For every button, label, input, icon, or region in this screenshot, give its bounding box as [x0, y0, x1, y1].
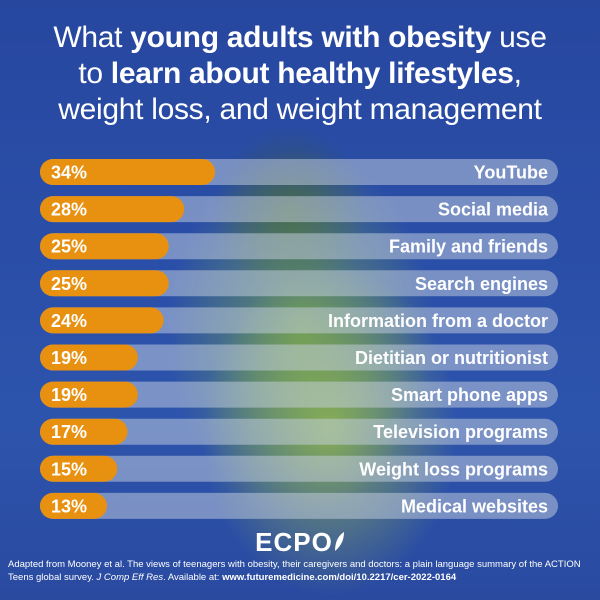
bar-track [40, 455, 558, 482]
source-text: . Available at: [163, 572, 223, 583]
title-line-3: weight loss, and weight management [58, 93, 542, 126]
bar [40, 159, 216, 185]
value-label: 28% [51, 200, 87, 220]
category-label: Television programs [373, 422, 548, 442]
bar [40, 381, 138, 408]
bar-track [40, 344, 558, 371]
bar [40, 270, 169, 297]
value-label: 13% [51, 496, 87, 516]
bar-row: 19% Dietitian or nutritionist [40, 344, 558, 371]
source-journal: J Comp Eff Res [96, 572, 164, 583]
bar-row: 17% Television programs [40, 418, 558, 445]
bar-row: 25% Search engines [40, 270, 558, 297]
bar-track [40, 233, 558, 260]
category-label: Search engines [415, 274, 548, 294]
bar [40, 307, 164, 334]
value-label: 17% [51, 422, 87, 442]
bar-row: 19% Smart phone apps [40, 381, 558, 408]
category-label: Smart phone apps [391, 385, 548, 405]
bar-row: 25% Family and friends [40, 233, 558, 260]
value-label: 24% [51, 311, 87, 331]
bar [40, 455, 118, 482]
category-label: Dietitian or nutritionist [355, 348, 548, 368]
category-label: Family and friends [389, 237, 548, 257]
ecpo-logo: ECPO [0, 527, 600, 560]
logo-text: ECPO [255, 527, 333, 557]
bar-row: 15% Weight loss programs [40, 455, 558, 482]
title-text: , [513, 57, 522, 90]
bar [40, 233, 169, 260]
value-label: 25% [51, 274, 87, 294]
source-text: Adapted from Mooney et al. The views of … [8, 559, 581, 583]
source-citation: Adapted from Mooney et al. The views of … [8, 558, 598, 584]
category-label: Social media [438, 200, 549, 220]
value-label: 19% [51, 348, 87, 368]
title-line-2: to learn about healthy lifestyles, [0, 56, 600, 92]
title-emphasis: young adults with obesity [130, 21, 492, 54]
bar-track [40, 381, 558, 408]
title-emphasis: learn about healthy lifestyles [110, 57, 514, 90]
leaf-icon [333, 529, 345, 560]
category-label: Weight loss programs [359, 459, 548, 479]
category-label: Information from a doctor [328, 311, 548, 331]
bar [40, 196, 185, 223]
bar-row: 24% Information from a doctor [40, 307, 558, 334]
source-link[interactable]: www.futuremedicine.com/doi/10.2217/cer-2… [222, 572, 457, 583]
value-label: 34% [51, 163, 87, 183]
title-line-1: What young adults with obesity use [0, 20, 600, 56]
bar [40, 418, 128, 445]
value-label: 25% [51, 237, 87, 257]
bar-track [40, 418, 558, 445]
bar [40, 492, 107, 519]
bar-track [40, 492, 558, 519]
bar-row: 28% Social media [40, 196, 558, 223]
bar-row: 13% Medical websites [40, 492, 558, 519]
category-label: YouTube [474, 163, 548, 183]
title-text: to [78, 57, 111, 90]
bar-row: 34% YouTube [40, 159, 558, 185]
value-label: 15% [51, 459, 87, 479]
bar-track [40, 270, 558, 297]
title-text: What [53, 21, 131, 54]
title-text: use [491, 21, 547, 54]
page-title: What young adults with obesity use to le… [0, 20, 600, 128]
category-label: Medical websites [401, 496, 548, 516]
value-label: 19% [51, 385, 87, 405]
bar-track [40, 307, 558, 334]
bar [40, 344, 138, 371]
